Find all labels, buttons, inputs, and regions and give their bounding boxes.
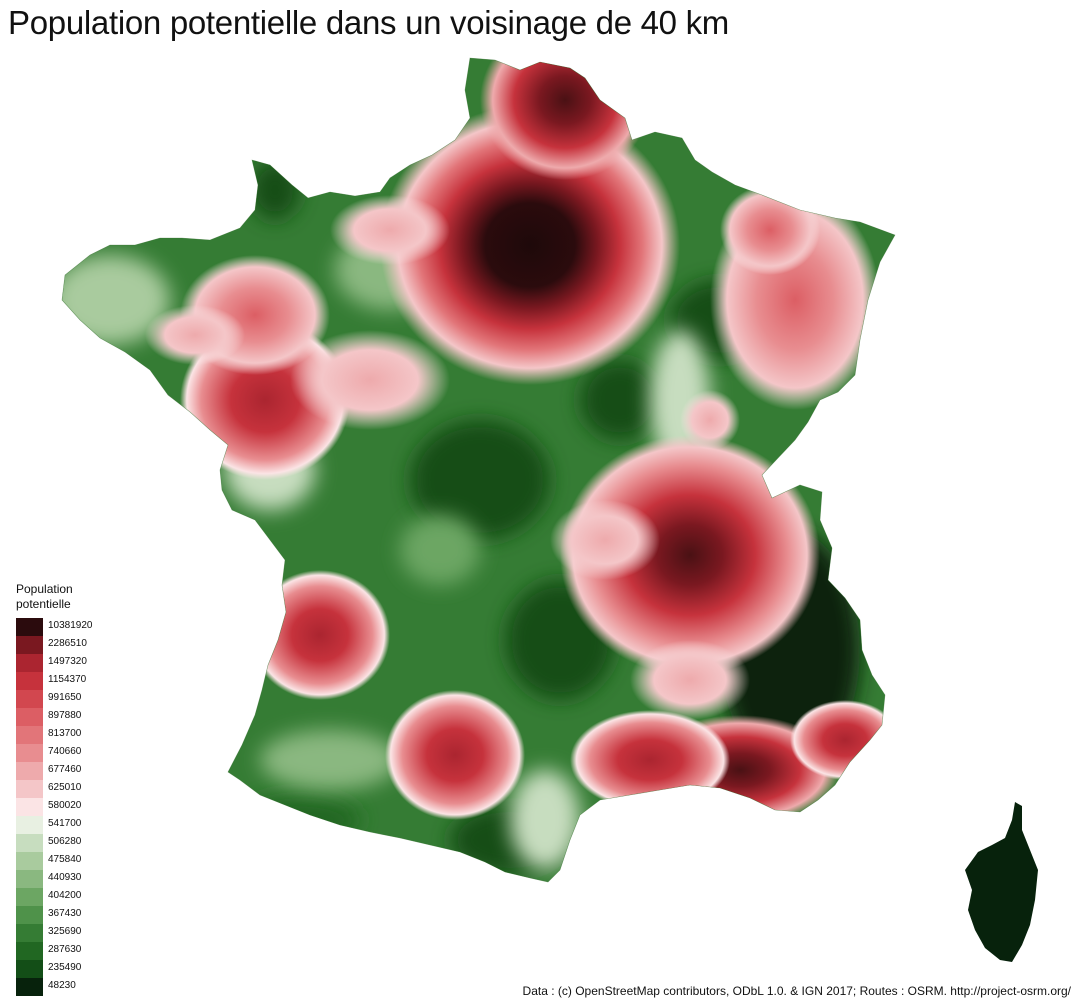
legend-swatch [16, 762, 43, 780]
legend-swatch [16, 852, 43, 870]
corsica [965, 802, 1038, 962]
legend-swatch [16, 870, 43, 888]
legend-label: 1154370 [48, 674, 87, 685]
legend-swatch [16, 906, 43, 924]
legend-label: 1497320 [48, 656, 87, 667]
legend-swatch [16, 708, 43, 726]
legend-class: 325690 [16, 924, 136, 942]
legend-label: 367430 [48, 908, 82, 919]
legend-class: 991650 [16, 690, 136, 708]
legend-label: 475840 [48, 854, 82, 865]
legend-class: 475840 [16, 852, 136, 870]
legend-label: 440930 [48, 872, 82, 883]
legend-class: 677460 [16, 762, 136, 780]
legend-swatch [16, 726, 43, 744]
legend-label: 677460 [48, 764, 82, 775]
legend-swatch [16, 942, 43, 960]
map-title: Population potentielle dans un voisinage… [8, 4, 729, 41]
legend-class: 506280 [16, 834, 136, 852]
legend-label: 506280 [48, 836, 82, 847]
legend-label: 541700 [48, 818, 82, 829]
legend-label: 10381920 [48, 620, 93, 631]
legend-class: 580020 [16, 798, 136, 816]
legend-class: 367430 [16, 906, 136, 924]
legend: Population potentielle 10381920 2286510 14… [16, 582, 136, 996]
legend-class: 813700 [16, 726, 136, 744]
legend-class: 287630 [16, 942, 136, 960]
legend-class: 2286510 [16, 636, 136, 654]
legend-swatch [16, 816, 43, 834]
legend-class: 740660 [16, 744, 136, 762]
legend-label: 325690 [48, 926, 82, 937]
legend-swatch [16, 654, 43, 672]
legend-class: 1154370 [16, 672, 136, 690]
legend-label: 580020 [48, 800, 82, 811]
legend-label: 740660 [48, 746, 82, 757]
legend-swatch [16, 672, 43, 690]
legend-label: 991650 [48, 692, 82, 703]
legend-label: 625010 [48, 782, 82, 793]
legend-swatch [16, 978, 43, 996]
legend-classes: 10381920 2286510 1497320 1154370 991650 89788… [16, 618, 136, 996]
legend-class: 440930 [16, 870, 136, 888]
legend-label: 404200 [48, 890, 82, 901]
legend-swatch [16, 798, 43, 816]
legend-swatch [16, 924, 43, 942]
legend-label: 2286510 [48, 638, 87, 649]
legend-class: 235490 [16, 960, 136, 978]
legend-class: 10381920 [16, 618, 136, 636]
legend-class: 404200 [16, 888, 136, 906]
legend-label: 235490 [48, 962, 82, 973]
data-credits: Data : (c) OpenStreetMap contributors, O… [522, 984, 1071, 998]
legend-label: 287630 [48, 944, 82, 955]
legend-class: 1497320 [16, 654, 136, 672]
legend-swatch [16, 960, 43, 978]
legend-swatch [16, 834, 43, 852]
legend-class: 897880 [16, 708, 136, 726]
legend-class: 625010 [16, 780, 136, 798]
legend-class: 48230 [16, 978, 136, 996]
legend-title: Population potentielle [16, 582, 73, 611]
legend-swatch [16, 744, 43, 762]
legend-swatch [16, 618, 43, 636]
legend-swatch [16, 888, 43, 906]
legend-class: 541700 [16, 816, 136, 834]
legend-swatch [16, 636, 43, 654]
legend-swatch [16, 780, 43, 798]
legend-label: 813700 [48, 728, 82, 739]
legend-label: 897880 [48, 710, 82, 721]
legend-label: 48230 [48, 980, 76, 991]
legend-swatch [16, 690, 43, 708]
